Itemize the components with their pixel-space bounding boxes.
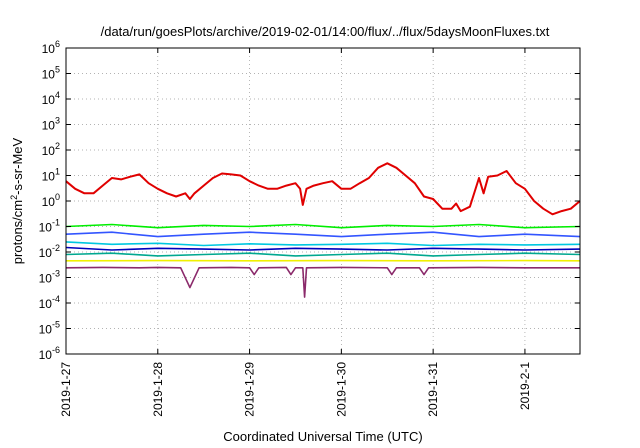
y-tick-label: 103: [42, 116, 60, 133]
series-line-7: [65, 266, 580, 298]
series-line-1: [65, 223, 581, 229]
x-tick-label: 2019-1-28: [151, 362, 165, 417]
y-tick-label: 104: [42, 90, 60, 107]
y-axis-ticks: 10-6 10-5 10-4 10-3 10-2 10-1 100 101 102 103 104 1…: [39, 39, 580, 362]
series-line-5: [65, 252, 581, 257]
x-tick-label: 2019-1-31: [426, 362, 440, 417]
x-tick-label: 2019-1-29: [243, 362, 257, 417]
grid-lines: [66, 48, 580, 354]
y-tick-label: 105: [42, 65, 60, 82]
y-tick-label: 102: [42, 141, 60, 158]
x-tick-label: 2019-1-27: [59, 362, 73, 417]
y-axis-label-rest: -s-sr-MeV: [10, 137, 25, 194]
y-tick-label: 10-5: [39, 320, 60, 337]
x-axis-label: Coordinated Universal Time (UTC): [223, 429, 422, 444]
y-tick-label: 10-1: [39, 218, 60, 235]
x-axis-ticks: 2019-1-27 2019-1-28 2019-1-29 2019-1-30 2019…: [59, 48, 532, 417]
y-tick-label: 101: [42, 167, 60, 184]
y-tick-label: 10-2: [39, 243, 60, 260]
series-line-0: [65, 162, 581, 216]
y-axis-label-base: protons/cm: [10, 200, 25, 264]
y-tick-label: 10-3: [39, 269, 60, 286]
y-tick-label: 100: [42, 192, 60, 209]
y-tick-label: 10-4: [39, 294, 60, 311]
series-line-4: [65, 246, 581, 251]
series-line-2: [65, 231, 581, 238]
y-tick-label: 106: [42, 39, 60, 56]
series-line-3: [65, 241, 581, 247]
x-tick-label: 2019-1-30: [334, 362, 348, 417]
y-tick-label: 10-6: [39, 345, 60, 362]
chart-title: /data/run/goesPlots/archive/2019-02-01/1…: [101, 24, 550, 39]
y-axis-label-sup: 2: [9, 195, 19, 200]
x-tick-label: 2019-2-1: [518, 362, 532, 410]
series-layer: [65, 162, 581, 298]
y-axis-label: protons/cm2-s-sr-MeV: [9, 137, 25, 264]
